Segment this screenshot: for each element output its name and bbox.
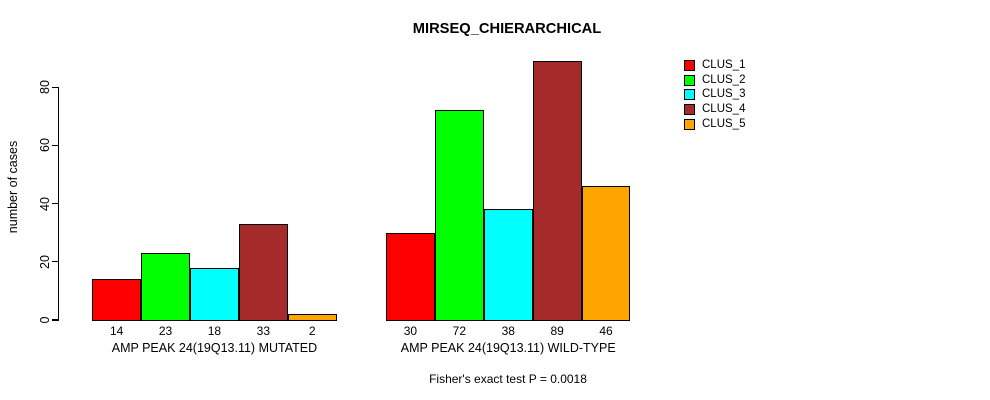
bar-clus_1-group-0 — [92, 279, 142, 322]
bar-value-label: 14 — [109, 324, 124, 338]
bar-clus_1-group-1 — [386, 232, 435, 322]
legend-swatch-clus_3 — [684, 89, 695, 101]
y-axis-label: number of cases — [6, 140, 20, 234]
legend-swatch-clus_5 — [684, 118, 695, 130]
y-axis-line — [57, 87, 60, 321]
group-label: AMP PEAK 24(19Q13.11) MUTATED — [111, 341, 318, 355]
y-tick-label: 20 — [38, 254, 52, 269]
bar-value-label: 38 — [501, 324, 515, 338]
y-tick-label: 0 — [38, 316, 52, 324]
bar-value-label: 18 — [207, 324, 222, 338]
bar-value-label: 33 — [256, 324, 271, 338]
bar-value-label: 72 — [452, 324, 467, 338]
bar-clus_2-group-0 — [141, 253, 190, 322]
legend-swatch-clus_4 — [684, 104, 695, 116]
legend-label: CLUS_4 — [702, 103, 746, 116]
bar-value-label: 2 — [308, 324, 316, 338]
y-tick-label: 80 — [38, 80, 52, 95]
bar-value-label: 30 — [403, 324, 418, 338]
bar-clus_4-group-0 — [238, 223, 288, 322]
chart-title: MIRSEQ_CHIERARCHICAL — [412, 21, 602, 37]
bar-value-label: 46 — [599, 324, 613, 338]
y-tick-label: 60 — [38, 138, 52, 153]
bar-clus_5-group-1 — [581, 186, 631, 322]
bar-clus_5-group-0 — [287, 314, 337, 322]
y-tick — [52, 319, 58, 321]
legend-label: CLUS_5 — [702, 117, 746, 130]
annotation-text: Fisher's exact test P = 0.0018 — [429, 372, 587, 386]
legend-label: CLUS_2 — [702, 73, 746, 86]
legend-swatch-clus_2 — [684, 74, 695, 86]
bar-value-label: 89 — [550, 324, 564, 338]
y-tick — [52, 202, 58, 205]
bar-clus_3-group-0 — [190, 267, 239, 322]
bar-value-label: 23 — [158, 324, 173, 338]
y-tick — [52, 86, 58, 88]
legend-label: CLUS_1 — [702, 59, 746, 71]
legend-label: CLUS_3 — [702, 88, 746, 101]
legend-swatch-clus_1 — [684, 60, 695, 71]
group-label: AMP PEAK 24(19Q13.11) WILD-TYPE — [400, 341, 616, 355]
y-tick — [52, 261, 58, 263]
bar-clus_4-group-1 — [532, 61, 582, 322]
y-tick-label: 40 — [38, 196, 52, 211]
bar-clus_2-group-1 — [434, 110, 484, 322]
y-tick — [52, 144, 58, 147]
bar-clus_3-group-1 — [483, 209, 533, 322]
